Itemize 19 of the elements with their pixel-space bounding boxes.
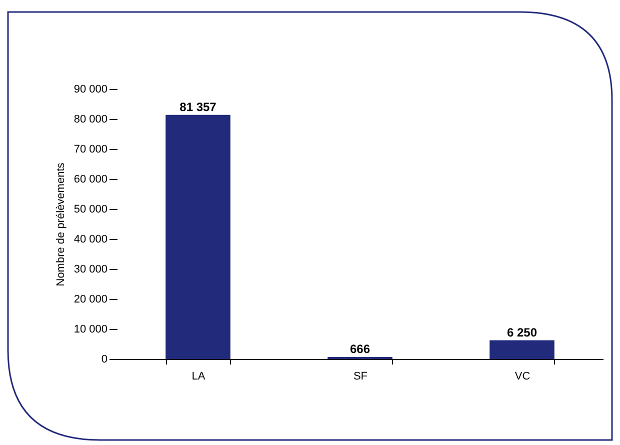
y-tick-label: 10 000 bbox=[74, 324, 108, 336]
y-tick-label: 20 000 bbox=[74, 294, 108, 306]
y-tick-label: 60 000 bbox=[74, 174, 108, 186]
x-tick-label: SF bbox=[353, 370, 368, 382]
bar bbox=[166, 114, 230, 359]
y-tick-label: 40 000 bbox=[74, 234, 108, 246]
y-tick-label: 70 000 bbox=[74, 144, 108, 156]
y-tick-label: 0 bbox=[101, 354, 108, 366]
x-tick-label: LA bbox=[192, 370, 206, 382]
y-tick-label: 30 000 bbox=[74, 264, 108, 276]
y-tick-label: 50 000 bbox=[74, 204, 108, 216]
y-axis-title: Nombre de prélèvements bbox=[54, 162, 67, 286]
data-label: 6 250 bbox=[506, 325, 538, 340]
data-label: 81 357 bbox=[180, 100, 217, 114]
y-tick-label: 80 000 bbox=[74, 114, 108, 126]
data-label: 666 bbox=[350, 342, 370, 356]
y-tick-label: 90 000 bbox=[74, 84, 108, 96]
x-tick-label: VC bbox=[514, 370, 530, 382]
bar bbox=[490, 340, 554, 359]
